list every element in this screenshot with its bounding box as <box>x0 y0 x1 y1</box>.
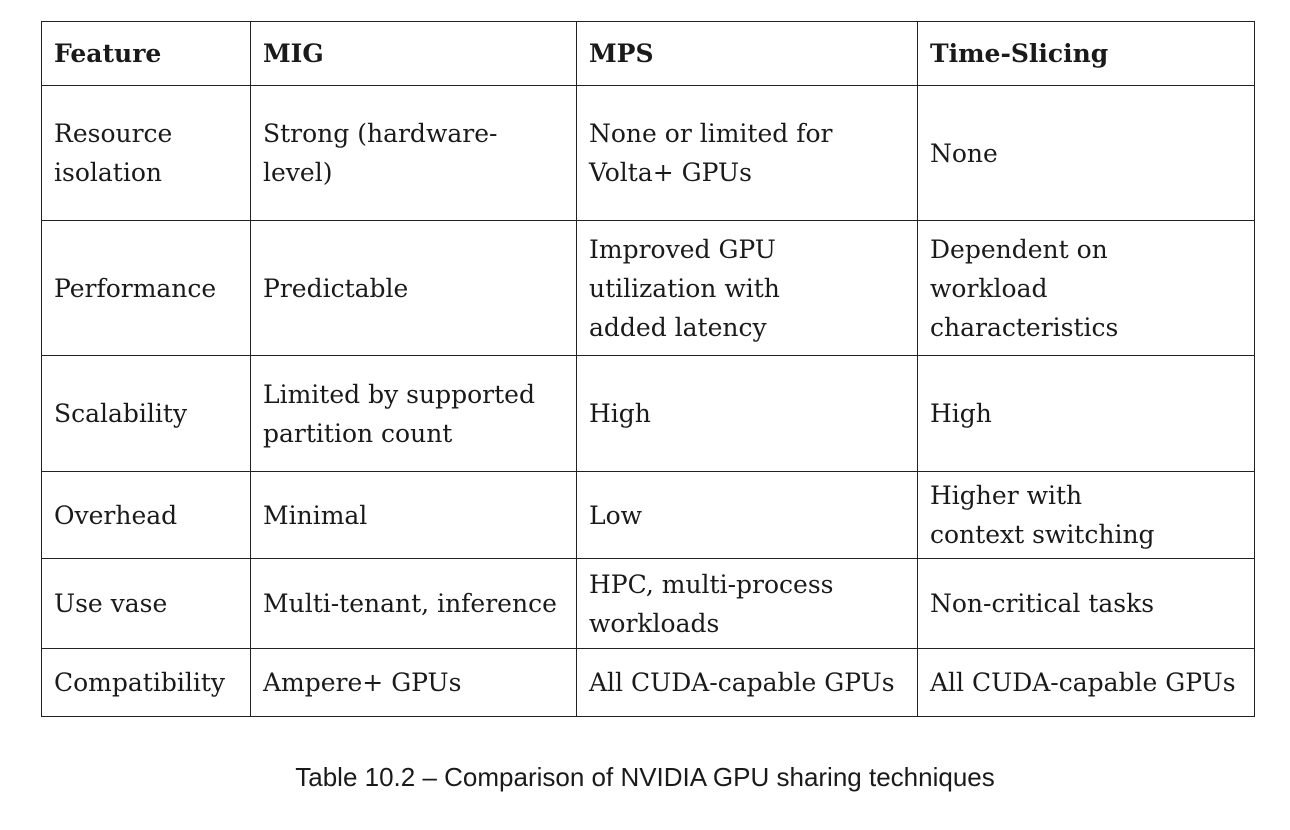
table-caption: Table 10.2 – Comparison of NVIDIA GPU sh… <box>295 762 995 792</box>
row-feature-cell: Scalability <box>41 355 251 472</box>
row-feature-cell: Use vase <box>41 558 251 649</box>
table-row: Resource isolation Strong (hardware-leve… <box>41 85 1255 221</box>
row-time-slicing-cell: None <box>917 85 1255 221</box>
row-mig-cell: Multi-tenant, inference <box>250 558 577 649</box>
header-mig: MIG <box>250 21 577 86</box>
header-feature: Feature <box>41 21 251 86</box>
row-feature-cell: Overhead <box>41 471 251 559</box>
header-mps: MPS <box>576 21 918 86</box>
row-time-slicing-cell: High <box>917 355 1255 472</box>
row-feature-cell: Resource isolation <box>41 85 251 221</box>
table-row: Scalability Limited by supported partiti… <box>41 355 1255 472</box>
row-time-slicing-cell: Higher with context switching <box>917 471 1255 559</box>
table-row: Compatibility Ampere+ GPUs All CUDA-capa… <box>41 648 1255 717</box>
row-mig-cell: Limited by supported partition count <box>250 355 577 472</box>
row-time-slicing-cell: All CUDA-capable GPUs <box>917 648 1255 717</box>
row-feature-cell: Performance <box>41 220 251 356</box>
row-mps-cell: Low <box>576 471 918 559</box>
row-time-slicing-cell: Non-critical tasks <box>917 558 1255 649</box>
row-mig-cell: Strong (hardware-level) <box>250 85 577 221</box>
row-mps-cell: HPC, multi-process workloads <box>576 558 918 649</box>
row-mig-cell: Predictable <box>250 220 577 356</box>
row-mig-cell: Ampere+ GPUs <box>250 648 577 717</box>
row-mps-cell: Improved GPU utilization with added late… <box>576 220 918 356</box>
table-row: Use vase Multi-tenant, inference HPC, mu… <box>41 558 1255 649</box>
table-row: Performance Predictable Improved GPU uti… <box>41 220 1255 356</box>
header-time-slicing: Time-Slicing <box>917 21 1255 86</box>
gpu-sharing-comparison-table: Feature MIG MPS Time-Slicing Resource is… <box>41 21 1255 717</box>
row-mig-cell: Minimal <box>250 471 577 559</box>
row-mps-cell: All CUDA-capable GPUs <box>576 648 918 717</box>
row-time-slicing-cell: Dependent on workload characteristics <box>917 220 1255 356</box>
comparison-table-container: Feature MIG MPS Time-Slicing Resource is… <box>41 21 1255 717</box>
row-mps-cell: None or limited for Volta+ GPUs <box>576 85 918 221</box>
row-mps-cell: High <box>576 355 918 472</box>
table-row: Overhead Minimal Low Higher with context… <box>41 471 1255 559</box>
table-header-row: Feature MIG MPS Time-Slicing <box>41 21 1255 86</box>
row-feature-cell: Compatibility <box>41 648 251 717</box>
